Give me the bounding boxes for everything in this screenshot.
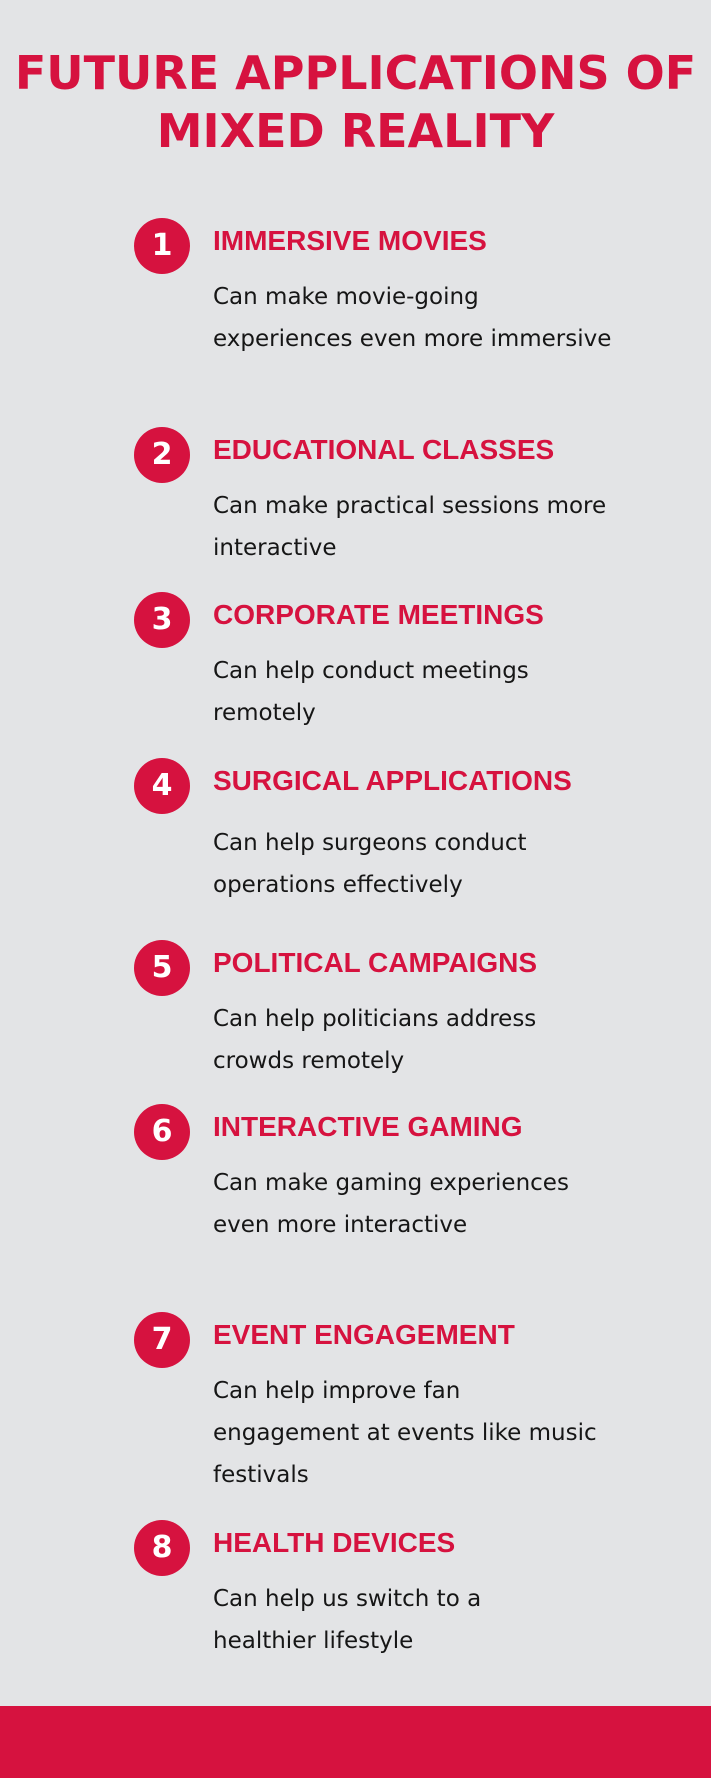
item-title: INTERACTIVE GAMING (213, 1111, 523, 1142)
page-title: FUTURE APPLICATIONS OF MIXED REALITY (0, 44, 711, 160)
item-title: SURGICAL APPLICATIONS (213, 765, 572, 796)
number-badge: 7 (134, 1312, 190, 1368)
item-description: Can help improve fan engagement at event… (213, 1378, 597, 1488)
item-description: Can make practical sessions more interac… (213, 493, 607, 561)
item-title: CORPORATE MEETINGS (213, 599, 544, 630)
footer-bar (0, 1706, 711, 1778)
page-title-line-2: MIXED REALITY (156, 104, 555, 158)
item-title: EDUCATIONAL CLASSES (213, 434, 555, 465)
page-title-line-1: FUTURE APPLICATIONS OF (14, 46, 697, 100)
item-description: Can make movie-going experiences even mo… (213, 284, 612, 352)
item-description: Can help surgeons conduct operations eff… (213, 830, 527, 898)
item-description: Can help politicians address crowds remo… (213, 1006, 537, 1074)
item-title: HEALTH DEVICES (213, 1527, 456, 1558)
item-description: Can help conduct meetings remotely (213, 658, 529, 726)
item-description: Can make gaming experiences even more in… (213, 1170, 569, 1238)
number-badge: 6 (134, 1104, 190, 1160)
number-badge: 8 (134, 1520, 190, 1576)
item-title: EVENT ENGAGEMENT (213, 1319, 515, 1350)
number-badge: 3 (134, 592, 190, 648)
number-badge: 4 (134, 758, 190, 814)
number-badge: 2 (134, 427, 190, 483)
item-description: Can help us switch to a healthier lifest… (213, 1586, 482, 1654)
number-badge: 1 (134, 218, 190, 274)
item-title: IMMERSIVE MOVIES (213, 225, 487, 256)
number-badge: 5 (134, 940, 190, 996)
item-title: POLITICAL CAMPAIGNS (213, 947, 538, 978)
